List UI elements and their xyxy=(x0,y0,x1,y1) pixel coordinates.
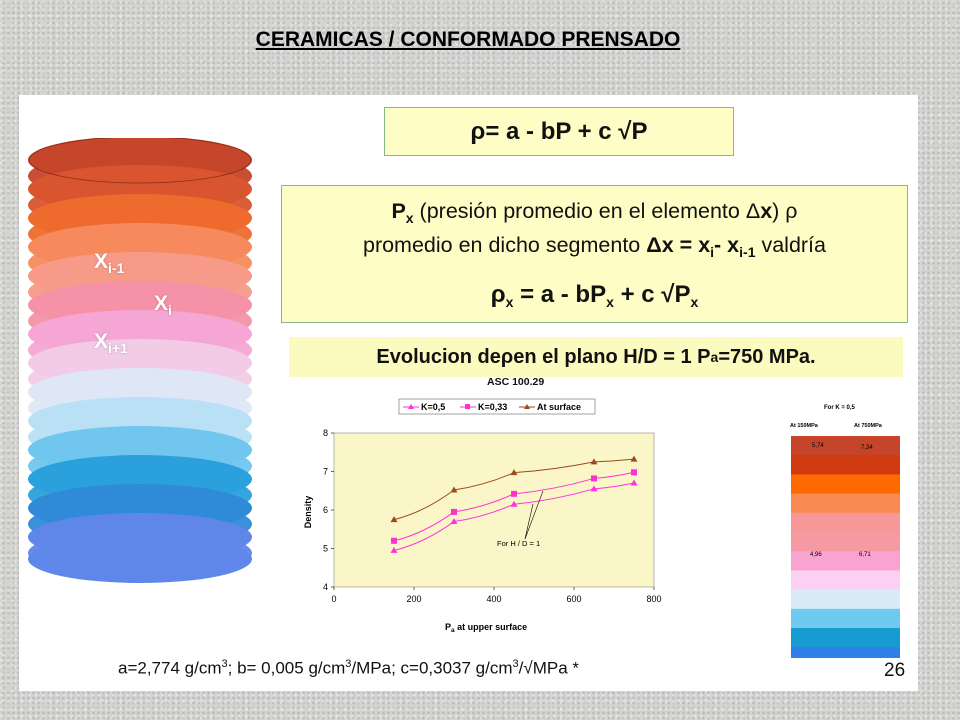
data-point xyxy=(450,486,458,493)
chart-legend: K=0,5 K=0,33 At surface xyxy=(398,398,596,415)
data-point xyxy=(450,518,458,525)
data-point xyxy=(590,458,598,465)
data-point xyxy=(511,490,517,497)
plot-area xyxy=(333,432,655,588)
bottom-value-750: 6,71 xyxy=(859,552,871,558)
color-band xyxy=(791,532,900,552)
color-band xyxy=(791,493,900,514)
data-point xyxy=(451,508,457,515)
asc-label: ASC 100.29 xyxy=(487,376,545,388)
legend-label-k05: K=0,5 xyxy=(421,402,445,412)
data-point xyxy=(510,469,518,476)
col1-header: At 150MPa xyxy=(790,423,819,429)
x-tick-label: 200 xyxy=(406,594,421,604)
color-band xyxy=(791,512,900,533)
legend-label-surface: At surface xyxy=(537,402,581,412)
main-formula: ρ= a - bP + c √P xyxy=(470,117,648,145)
color-band xyxy=(791,647,900,658)
explanation-line-1: Px (presión promedio en el elemento Δx) … xyxy=(391,199,798,226)
bottom-value-150: 4,96 xyxy=(810,552,822,558)
y-tick-label: 8 xyxy=(323,428,328,438)
page-number: 26 xyxy=(884,660,906,681)
top-value-750: 7,34 xyxy=(861,445,873,451)
chart-annotation: For H / D = 1 xyxy=(497,539,540,548)
color-band xyxy=(791,551,900,571)
data-point xyxy=(390,546,398,553)
pressed-cylinder-illustration xyxy=(28,138,252,583)
data-point xyxy=(510,500,518,507)
color-band xyxy=(791,589,900,610)
cylinder-base xyxy=(28,535,252,583)
x-tick-label: 600 xyxy=(566,594,581,604)
slide-title: CERAMICAS / CONFORMADO PRENSADO xyxy=(255,28,681,51)
constants-note: a=2,774 g/cm3; b= 0,005 g/cm3/MPa; c=0,3… xyxy=(118,658,580,678)
explanation-line-2: promedio en dicho segmento Δx = xi- xi-1… xyxy=(362,233,826,260)
y-tick-label: 6 xyxy=(323,505,328,515)
top-value-150: 5,74 xyxy=(812,443,824,449)
color-band xyxy=(791,455,900,475)
cylinder-top-rim xyxy=(28,138,252,184)
data-point xyxy=(630,479,638,486)
legend-marker-surface xyxy=(524,404,530,409)
color-band xyxy=(791,436,900,456)
annotation-arrow-2 xyxy=(524,490,544,540)
data-point xyxy=(631,469,637,476)
legend-marker-k05 xyxy=(408,404,414,409)
legend-marker-k033 xyxy=(465,404,470,409)
col2-header: At 750MPa xyxy=(854,423,883,429)
data-point xyxy=(390,516,398,523)
color-band xyxy=(791,628,900,648)
y-tick-label: 5 xyxy=(323,544,328,554)
x-tick-label: 400 xyxy=(486,594,501,604)
x-tick-label: 800 xyxy=(646,594,661,604)
cylinder-label-xi: Xi xyxy=(154,292,172,319)
annotation-arrow-1 xyxy=(524,503,534,540)
color-band xyxy=(791,608,900,629)
explanation-box: Px (presión promedio en el elemento Δx) … xyxy=(281,185,908,323)
data-point xyxy=(391,537,397,544)
data-point xyxy=(590,485,598,492)
data-point xyxy=(591,475,597,482)
x-axis-label: Pa at upper surface xyxy=(445,622,527,634)
cylinder-label-xi-minus-1: Xi-1 xyxy=(94,250,125,277)
explanation-formula: ρx = a - bPx + c √Px xyxy=(490,281,699,310)
legend-label-k033: K=0,33 xyxy=(478,402,507,412)
density-chart: 4 5 6 7 8 0 200 400 600 800 K=0,5 K=0,33 At surfa… xyxy=(303,398,662,634)
color-scale-title: For K = 0,5 xyxy=(824,405,856,411)
density-color-scale: For K = 0,5 At 150MPa At 750MPa 5,74 7,3… xyxy=(790,405,900,658)
y-tick-label: 4 xyxy=(323,582,328,592)
x-tick-label: 0 xyxy=(331,594,336,604)
color-band xyxy=(791,570,900,591)
y-tick-label: 7 xyxy=(323,467,328,477)
y-axis-label: Density xyxy=(303,496,313,529)
data-point xyxy=(630,455,638,462)
color-band xyxy=(791,474,900,495)
main-formula-box: ρ= a - bP + c √P xyxy=(384,107,734,156)
cylinder-label-xi-plus-1: Xi+1 xyxy=(94,330,128,357)
